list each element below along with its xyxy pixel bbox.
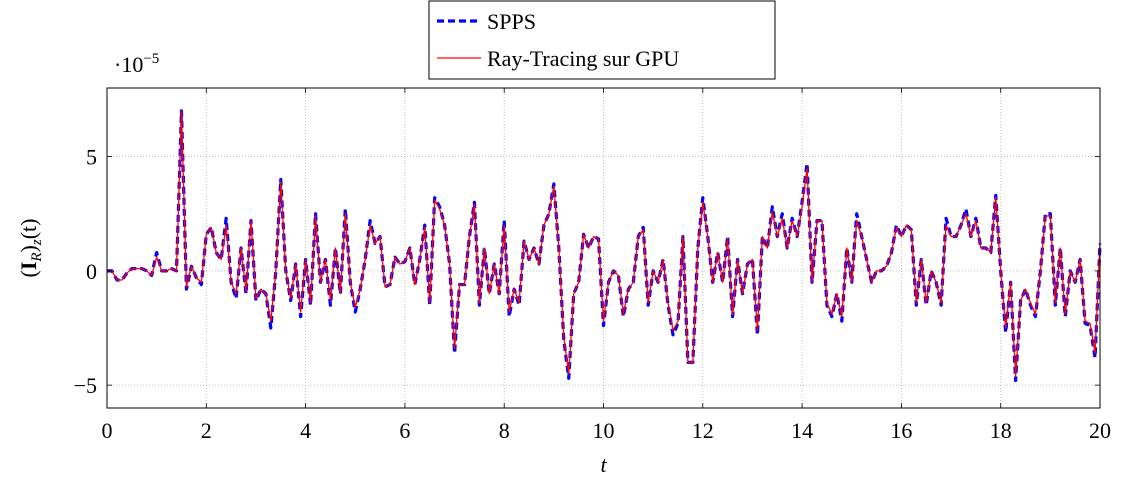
y-axis-label-part: ( [16,270,41,277]
y-axis-label-part: (t) [16,219,41,240]
x-tick-label: 14 [791,418,813,443]
x-tick-label: 6 [399,418,410,443]
legend-label: SPPS [487,9,536,34]
y-axis-label-part: z [29,239,45,246]
multiplier-base: ·10 [114,52,143,77]
x-axis-label: t [600,452,607,477]
y-tick-label: −5 [74,373,97,398]
y-tick-label: 0 [86,259,97,284]
y-axis-label-part: R [29,252,45,262]
plot-frame [106,87,1101,409]
axes: 0 2 4 6 8 10 12 14 16 18 20−505t(IR)z(t)·10−5SPPSR… [16,0,1111,477]
x-tick-label: 4 [300,418,311,443]
x-tick-label: 18 [990,418,1012,443]
axis-multiplier: ·10−5 [114,51,159,77]
grid [106,88,1101,408]
x-tick-label: 20 [1089,418,1111,443]
legend-box [428,0,776,80]
x-tick-label: 8 [499,418,510,443]
x-tick-label: 10 [593,418,615,443]
x-tick-label: 2 [201,418,212,443]
y-axis-label-part: I [16,262,41,271]
multiplier-exponent: −5 [143,51,159,67]
x-tick-label: 16 [890,418,912,443]
x-tick-label: 12 [692,418,714,443]
y-tick-label: 5 [86,145,97,170]
plot-lines [107,109,1102,383]
y-axis-label: (IR)z(t) [16,219,45,278]
x-tick-label: 0 [102,418,113,443]
y-axis-label-part: ) [16,245,41,252]
series-line [107,110,1101,377]
legend-label: Ray-Tracing sur GPU [487,46,679,71]
